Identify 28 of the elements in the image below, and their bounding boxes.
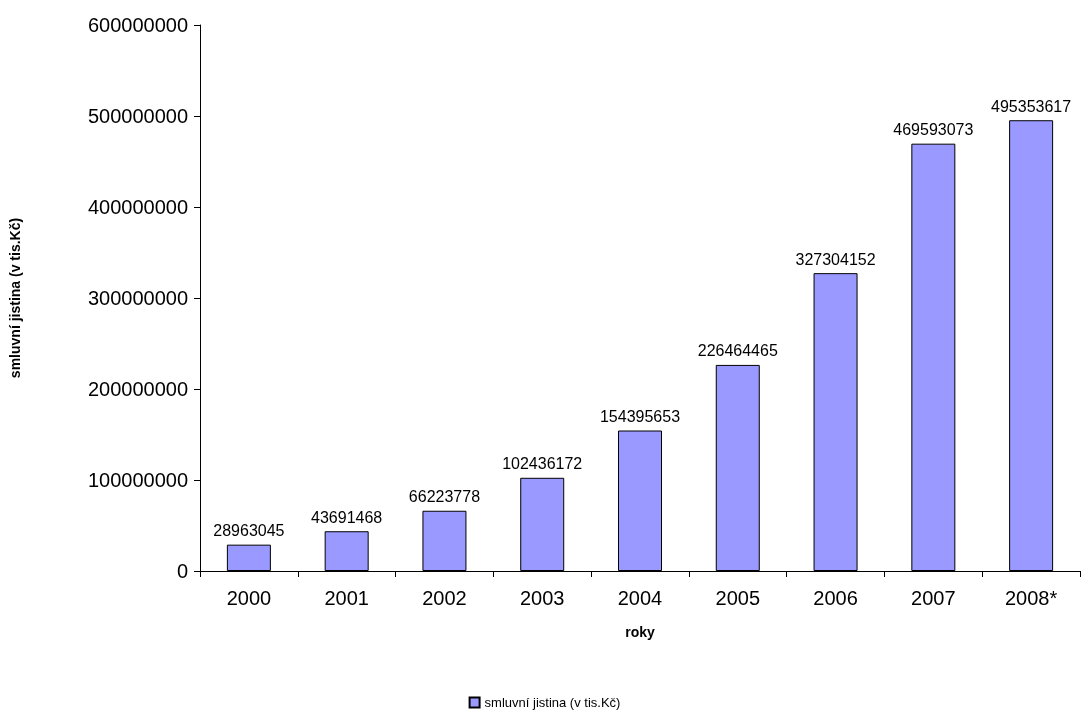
x-tick-label: 2003 (519, 587, 565, 609)
data-label: 43691468 (311, 508, 383, 526)
data-label: 495353617 (991, 97, 1072, 115)
y-tick-label: 100000000 (87, 469, 188, 491)
x-tick-label: 2001 (324, 587, 369, 609)
data-label: 226464465 (697, 342, 778, 360)
x-tick-label: 2007 (911, 587, 956, 609)
x-tick-label: 2008* (1004, 587, 1058, 609)
y-tick-label: 300000000 (87, 287, 188, 309)
y-tick-label: 400000000 (87, 196, 188, 218)
x-tick-label: 2000 (226, 587, 272, 609)
y-tick-label: 200000000 (87, 378, 188, 400)
y-tick-label: 500000000 (87, 105, 188, 127)
data-label: 154395653 (599, 408, 681, 425)
x-tick-label: 2005 (715, 587, 761, 609)
y-tick-label: 0 (176, 560, 188, 582)
y-tick-label: 600000000 (87, 14, 188, 36)
data-label: 327304152 (795, 250, 876, 268)
x-tick-label: 2006 (813, 587, 858, 609)
data-label: 469593073 (893, 121, 974, 139)
y-axis-title: smluvní jistina (v tis.Kč) (7, 217, 23, 379)
data-label: 102436172 (502, 455, 583, 473)
x-axis-title: roky (625, 624, 655, 640)
legend-label: smluvní jistina (v tis.Kč) (484, 695, 621, 710)
data-label: 28963045 (213, 522, 285, 540)
x-tick-label: 2004 (617, 587, 663, 609)
data-label: 66223778 (408, 488, 481, 506)
x-tick-label: 2002 (422, 587, 467, 609)
